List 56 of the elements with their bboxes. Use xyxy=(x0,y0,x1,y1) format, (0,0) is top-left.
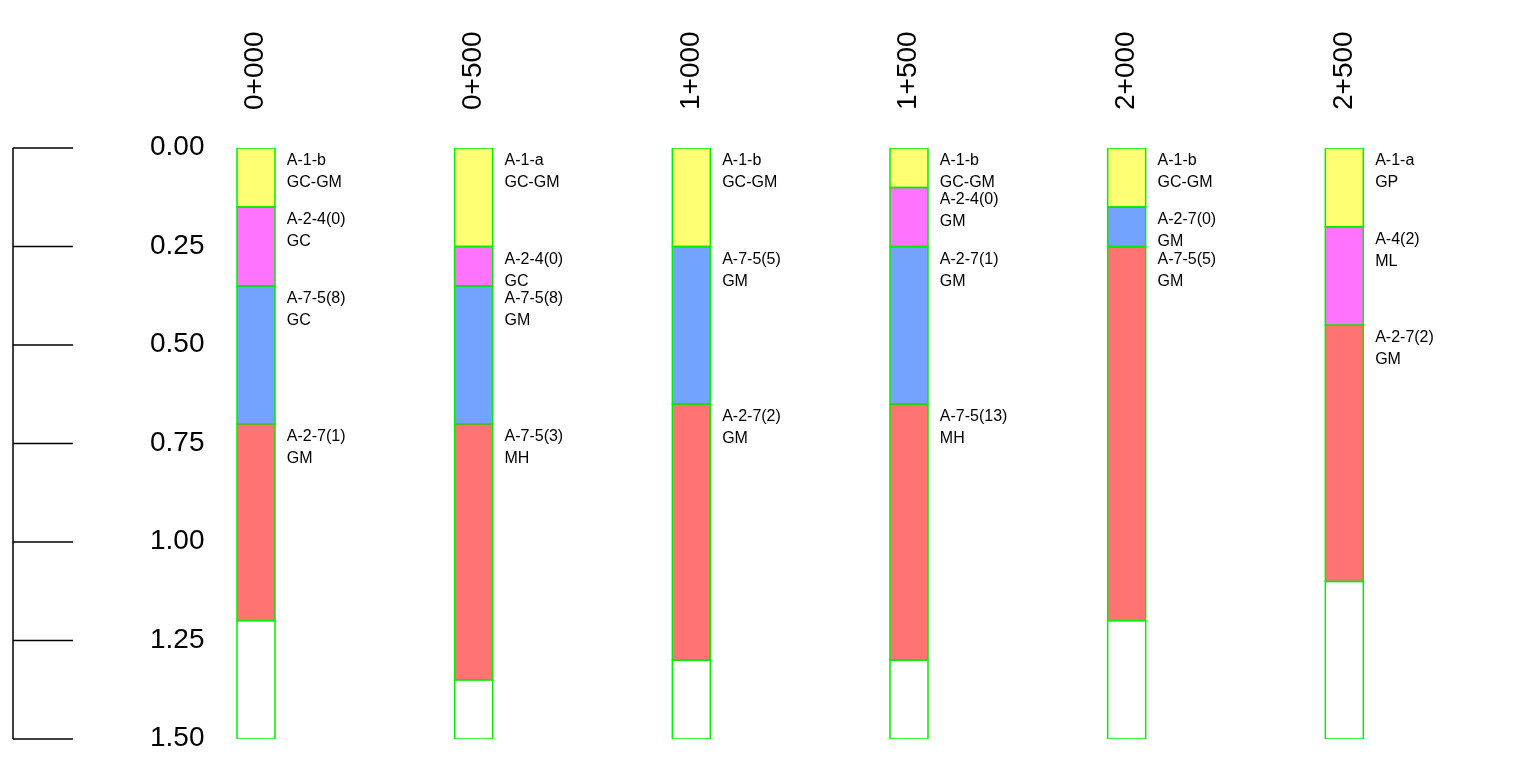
bar xyxy=(236,206,276,287)
bar xyxy=(671,148,712,248)
annotation: A-4(2) ML xyxy=(1375,230,1420,269)
bar xyxy=(889,659,929,739)
annotation: A-1-b GC-GM xyxy=(1157,151,1213,191)
bar xyxy=(889,148,929,189)
bar xyxy=(889,245,929,405)
annotation: A-2-4(0) GC xyxy=(286,210,346,250)
bar xyxy=(453,423,494,681)
bar xyxy=(1324,148,1365,228)
annotation: A-1-a GC-GM xyxy=(504,151,560,191)
bar xyxy=(1324,226,1365,327)
y-tick-label: 0.00 xyxy=(150,130,205,162)
y-tick-label: 0.50 xyxy=(150,327,205,359)
bar xyxy=(889,403,929,661)
annotation: A-7-5(5) GM xyxy=(722,249,781,289)
bar xyxy=(453,679,494,739)
bar xyxy=(1324,580,1365,739)
bar xyxy=(236,423,276,622)
y-tick-label: 1.00 xyxy=(150,524,205,556)
annotation: A-7-5(5) GM xyxy=(1157,249,1217,289)
annotation: A-1-a GP xyxy=(1375,151,1415,191)
x-tick-label: 1+500 xyxy=(891,31,923,110)
annotation: A-2-4(0) GC xyxy=(504,249,564,289)
bar xyxy=(1106,620,1147,739)
bar xyxy=(236,148,276,208)
annotation: A-2-7(2) GM xyxy=(722,407,781,447)
annotation: A-2-7(1) GM xyxy=(286,427,346,466)
annotation: A-7-5(8) GC xyxy=(286,289,346,329)
annotation: A-2-7(1) GM xyxy=(939,249,999,289)
annotation: A-2-7(2) GM xyxy=(1375,328,1434,368)
y-tick-label: 0.25 xyxy=(150,228,205,260)
bar xyxy=(236,285,276,425)
bar xyxy=(1106,148,1147,208)
bar xyxy=(453,148,494,248)
annotation: A-2-4(0) GM xyxy=(939,190,999,230)
x-tick-label: 2+500 xyxy=(1326,31,1358,110)
x-tick-label: 2+000 xyxy=(1108,31,1140,110)
y-tick-label: 1.50 xyxy=(150,721,205,753)
annotation: A-1-b GC-GM xyxy=(939,151,995,191)
y-tick-label: 1.25 xyxy=(150,622,205,654)
x-tick-label: 0+500 xyxy=(455,31,487,110)
annotation: A-1-b GC-GM xyxy=(286,151,342,191)
annotation: A-7-5(8) GM xyxy=(504,289,564,329)
bar xyxy=(671,659,712,739)
bar xyxy=(453,285,494,425)
annotation: A-2-7(0) GM xyxy=(1157,210,1217,250)
annotation: A-7-5(3) MH xyxy=(504,427,564,466)
x-tick-label: 1+000 xyxy=(673,31,705,110)
x-tick-label: 0+000 xyxy=(238,31,270,110)
y-tick-label: 0.75 xyxy=(150,425,205,457)
bar xyxy=(889,186,929,248)
bar xyxy=(236,620,276,739)
annotation: A-7-5(13) MH xyxy=(939,407,1008,447)
bar xyxy=(453,245,494,287)
annotation: A-1-b GC-GM xyxy=(722,151,778,191)
